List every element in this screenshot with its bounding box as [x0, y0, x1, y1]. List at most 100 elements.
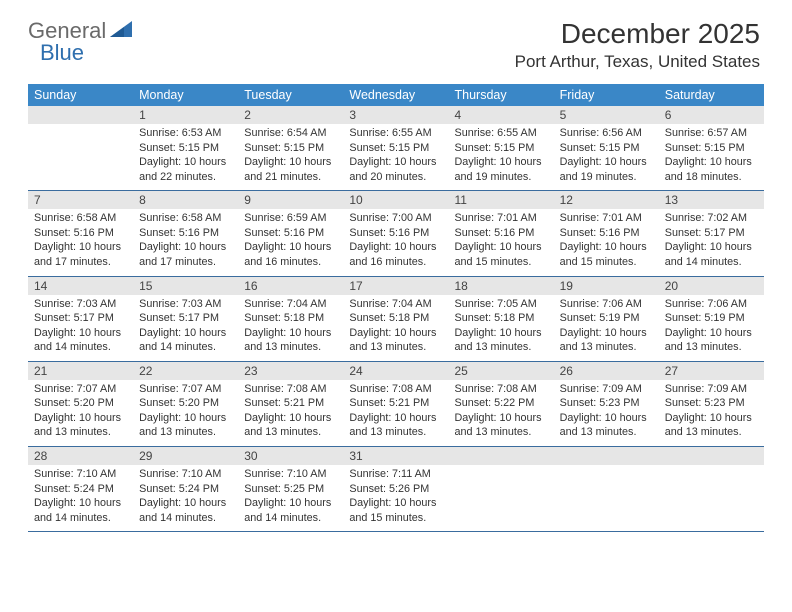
- day-cell: 26Sunrise: 7:09 AMSunset: 5:23 PMDayligh…: [554, 362, 659, 446]
- day-day2: and 13 minutes.: [244, 340, 337, 355]
- day-content: Sunrise: 6:58 AMSunset: 5:16 PMDaylight:…: [133, 209, 238, 275]
- header-cell: Monday: [133, 88, 238, 102]
- day-day1: Daylight: 10 hours: [349, 411, 442, 426]
- day-content: Sunrise: 6:56 AMSunset: 5:15 PMDaylight:…: [554, 124, 659, 190]
- day-day2: and 14 minutes.: [34, 340, 127, 355]
- day-number: 16: [238, 277, 343, 295]
- day-sunset: Sunset: 5:22 PM: [455, 396, 548, 411]
- day-sunrise: Sunrise: 6:59 AM: [244, 211, 337, 226]
- day-day1: Daylight: 10 hours: [34, 326, 127, 341]
- day-day2: and 13 minutes.: [139, 425, 232, 440]
- day-sunrise: Sunrise: 7:04 AM: [349, 297, 442, 312]
- day-sunset: Sunset: 5:23 PM: [560, 396, 653, 411]
- day-sunset: Sunset: 5:19 PM: [560, 311, 653, 326]
- day-content: Sunrise: 7:00 AMSunset: 5:16 PMDaylight:…: [343, 209, 448, 275]
- day-number: 11: [449, 191, 554, 209]
- day-day2: and 13 minutes.: [349, 340, 442, 355]
- logo-text-blue: Blue: [40, 40, 84, 65]
- header-cell: Thursday: [449, 88, 554, 102]
- day-sunset: Sunset: 5:18 PM: [349, 311, 442, 326]
- day-day2: and 19 minutes.: [560, 170, 653, 185]
- day-day2: and 14 minutes.: [665, 255, 758, 270]
- day-sunrise: Sunrise: 7:10 AM: [139, 467, 232, 482]
- day-content: Sunrise: 7:10 AMSunset: 5:24 PMDaylight:…: [28, 465, 133, 531]
- week-row: 14Sunrise: 7:03 AMSunset: 5:17 PMDayligh…: [28, 277, 764, 362]
- day-cell: 25Sunrise: 7:08 AMSunset: 5:22 PMDayligh…: [449, 362, 554, 446]
- day-sunrise: Sunrise: 7:11 AM: [349, 467, 442, 482]
- day-sunrise: Sunrise: 7:09 AM: [560, 382, 653, 397]
- day-cell: 8Sunrise: 6:58 AMSunset: 5:16 PMDaylight…: [133, 191, 238, 275]
- day-day2: and 22 minutes.: [139, 170, 232, 185]
- day-number: [554, 447, 659, 465]
- day-sunrise: Sunrise: 7:10 AM: [244, 467, 337, 482]
- day-day2: and 13 minutes.: [34, 425, 127, 440]
- day-day1: Daylight: 10 hours: [139, 155, 232, 170]
- day-day1: Daylight: 10 hours: [455, 155, 548, 170]
- day-cell: 15Sunrise: 7:03 AMSunset: 5:17 PMDayligh…: [133, 277, 238, 361]
- title-month: December 2025: [515, 18, 760, 50]
- day-sunset: Sunset: 5:15 PM: [455, 141, 548, 156]
- day-sunrise: Sunrise: 7:10 AM: [34, 467, 127, 482]
- day-content: Sunrise: 7:01 AMSunset: 5:16 PMDaylight:…: [449, 209, 554, 275]
- day-sunrise: Sunrise: 7:01 AM: [455, 211, 548, 226]
- day-cell: 10Sunrise: 7:00 AMSunset: 5:16 PMDayligh…: [343, 191, 448, 275]
- day-sunset: Sunset: 5:17 PM: [34, 311, 127, 326]
- day-cell: 3Sunrise: 6:55 AMSunset: 5:15 PMDaylight…: [343, 106, 448, 190]
- day-sunrise: Sunrise: 7:02 AM: [665, 211, 758, 226]
- day-day1: Daylight: 10 hours: [34, 240, 127, 255]
- day-number: [449, 447, 554, 465]
- day-sunset: Sunset: 5:20 PM: [139, 396, 232, 411]
- day-number: 26: [554, 362, 659, 380]
- day-sunrise: Sunrise: 7:06 AM: [560, 297, 653, 312]
- day-sunrise: Sunrise: 7:08 AM: [349, 382, 442, 397]
- header-cell: Tuesday: [238, 88, 343, 102]
- day-content: Sunrise: 7:08 AMSunset: 5:21 PMDaylight:…: [238, 380, 343, 446]
- day-number: [659, 447, 764, 465]
- day-content: [659, 465, 764, 523]
- day-day2: and 14 minutes.: [139, 340, 232, 355]
- day-cell: [659, 447, 764, 531]
- header-cell: Saturday: [659, 88, 764, 102]
- day-sunset: Sunset: 5:15 PM: [349, 141, 442, 156]
- day-content: Sunrise: 7:03 AMSunset: 5:17 PMDaylight:…: [133, 295, 238, 361]
- day-day2: and 13 minutes.: [455, 340, 548, 355]
- day-day2: and 16 minutes.: [349, 255, 442, 270]
- day-cell: [554, 447, 659, 531]
- day-day2: and 19 minutes.: [455, 170, 548, 185]
- day-number: [28, 106, 133, 124]
- day-day2: and 13 minutes.: [455, 425, 548, 440]
- day-cell: 30Sunrise: 7:10 AMSunset: 5:25 PMDayligh…: [238, 447, 343, 531]
- day-sunset: Sunset: 5:16 PM: [349, 226, 442, 241]
- day-cell: 29Sunrise: 7:10 AMSunset: 5:24 PMDayligh…: [133, 447, 238, 531]
- day-day1: Daylight: 10 hours: [139, 411, 232, 426]
- day-content: Sunrise: 6:58 AMSunset: 5:16 PMDaylight:…: [28, 209, 133, 275]
- day-sunrise: Sunrise: 6:58 AM: [139, 211, 232, 226]
- week-row: 21Sunrise: 7:07 AMSunset: 5:20 PMDayligh…: [28, 362, 764, 447]
- day-content: Sunrise: 7:07 AMSunset: 5:20 PMDaylight:…: [133, 380, 238, 446]
- day-sunset: Sunset: 5:16 PM: [34, 226, 127, 241]
- day-cell: 2Sunrise: 6:54 AMSunset: 5:15 PMDaylight…: [238, 106, 343, 190]
- day-number: 7: [28, 191, 133, 209]
- day-sunrise: Sunrise: 7:01 AM: [560, 211, 653, 226]
- day-day1: Daylight: 10 hours: [665, 240, 758, 255]
- day-sunset: Sunset: 5:23 PM: [665, 396, 758, 411]
- day-number: 13: [659, 191, 764, 209]
- day-day1: Daylight: 10 hours: [139, 326, 232, 341]
- day-sunrise: Sunrise: 7:07 AM: [34, 382, 127, 397]
- day-number: 29: [133, 447, 238, 465]
- day-sunset: Sunset: 5:19 PM: [665, 311, 758, 326]
- day-content: Sunrise: 6:55 AMSunset: 5:15 PMDaylight:…: [343, 124, 448, 190]
- day-day2: and 21 minutes.: [244, 170, 337, 185]
- day-day1: Daylight: 10 hours: [139, 496, 232, 511]
- day-day1: Daylight: 10 hours: [34, 411, 127, 426]
- day-cell: 6Sunrise: 6:57 AMSunset: 5:15 PMDaylight…: [659, 106, 764, 190]
- day-number: 5: [554, 106, 659, 124]
- day-number: 23: [238, 362, 343, 380]
- day-content: Sunrise: 6:53 AMSunset: 5:15 PMDaylight:…: [133, 124, 238, 190]
- day-day1: Daylight: 10 hours: [244, 155, 337, 170]
- day-sunrise: Sunrise: 7:06 AM: [665, 297, 758, 312]
- day-day2: and 17 minutes.: [34, 255, 127, 270]
- day-day2: and 13 minutes.: [665, 425, 758, 440]
- day-day2: and 15 minutes.: [560, 255, 653, 270]
- day-sunset: Sunset: 5:16 PM: [560, 226, 653, 241]
